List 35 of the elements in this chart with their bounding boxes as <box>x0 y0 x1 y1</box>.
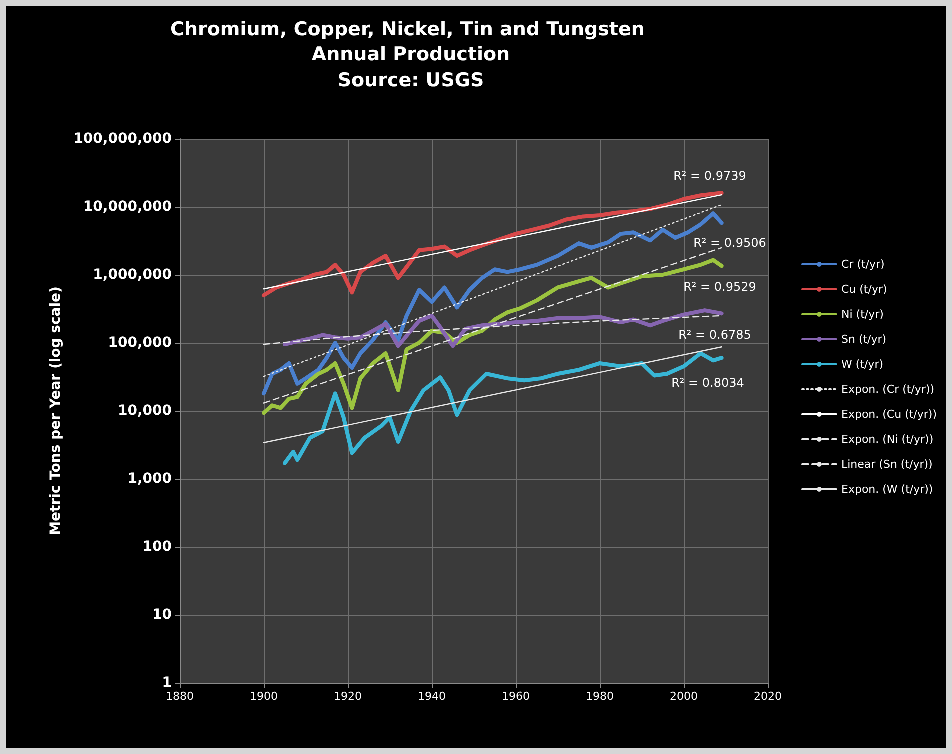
legend-label: W (t/yr) <box>841 358 884 371</box>
chart-title: Chromium, Copper, Nickel, Tin and Tungsten Annual Production <box>170 18 652 66</box>
y-tick-label: 1,000 <box>128 471 172 487</box>
legend-label: Expon. (Cu (t/yr)) <box>841 408 938 421</box>
legend-label: Expon. (Cr (t/yr)) <box>841 383 935 396</box>
legend-label: Expon. (W (t/yr)) <box>841 483 934 496</box>
y-axis-title: Metric Tons per Year (log scale) <box>48 286 64 536</box>
x-tick-label: 1960 <box>502 690 530 703</box>
x-tick-label: 1920 <box>334 690 362 703</box>
annotation: R² = 0.6785 <box>678 328 752 342</box>
x-tick-label: 2000 <box>670 690 698 703</box>
x-tick-label: 1880 <box>166 690 194 703</box>
y-tick-label: 10,000 <box>118 403 172 419</box>
legend-label: Cr (t/yr) <box>841 258 885 271</box>
annotation: R² = 0.9739 <box>674 169 746 183</box>
x-tick-label: 1940 <box>418 690 446 703</box>
legend-label: Sn (t/yr) <box>841 333 887 346</box>
legend-label: Expon. (Ni (t/yr)) <box>841 433 934 446</box>
y-tick-label: 10 <box>152 607 172 623</box>
y-tick-label: 1,000,000 <box>93 267 172 283</box>
y-tick-label: 100 <box>142 539 172 555</box>
legend-label: Cu (t/yr) <box>841 283 888 296</box>
legend-label: Linear (Sn (t/yr)) <box>841 458 933 471</box>
annotation: R² = 0.9529 <box>684 280 756 294</box>
x-tick-label: 1980 <box>586 690 614 703</box>
chart-subtitle: Source: USGS <box>338 70 484 92</box>
y-tick-label: 100,000 <box>108 335 172 351</box>
x-tick-label: 2020 <box>754 690 782 703</box>
y-tick-label: 1 <box>162 675 172 691</box>
y-tick-label: 100,000,000 <box>74 131 172 147</box>
x-tick-label: 1900 <box>250 690 278 703</box>
legend-label: Ni (t/yr) <box>841 308 884 321</box>
annotation: R² = 0.8034 <box>672 376 744 390</box>
annotation: R² = 0.9506 <box>694 236 766 250</box>
y-tick-label: 10,000,000 <box>83 199 172 215</box>
